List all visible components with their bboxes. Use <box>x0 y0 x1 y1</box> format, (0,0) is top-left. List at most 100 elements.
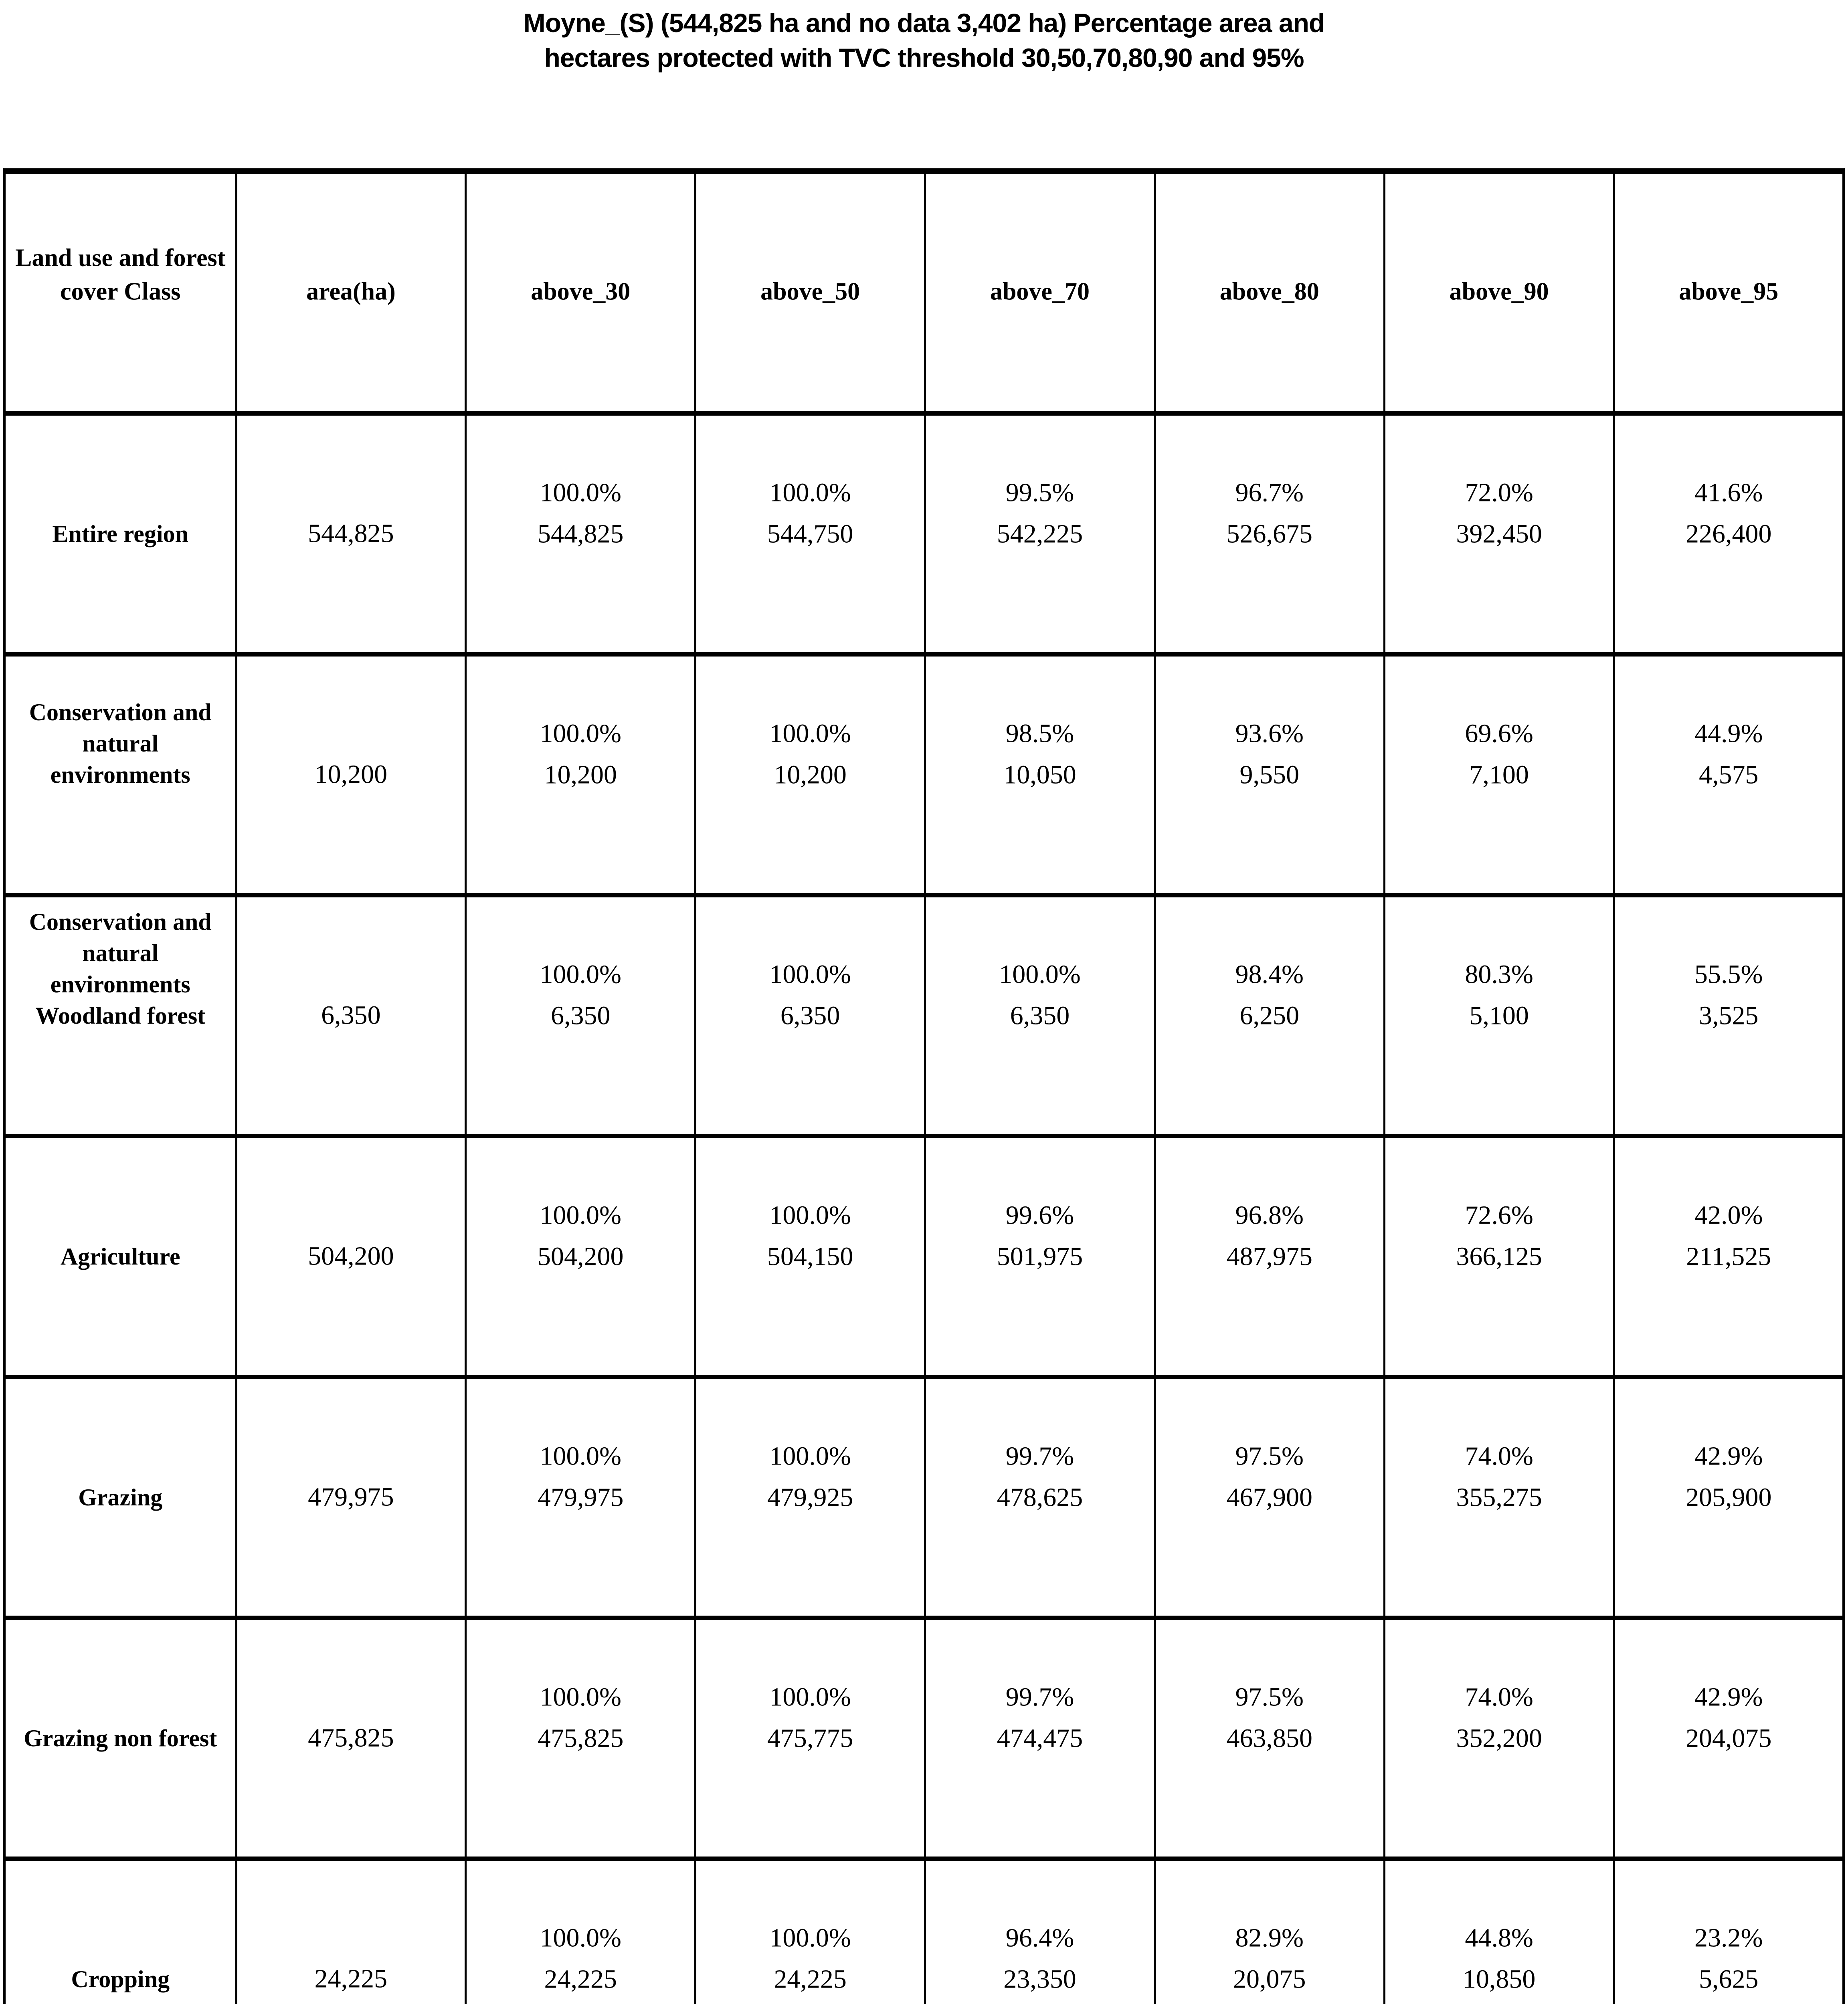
area-value: 24,225 <box>314 1964 388 1994</box>
hectares-value: 10,200 <box>544 760 617 790</box>
percent-value: 97.5% <box>1235 1682 1304 1712</box>
area-cell: 504,200 <box>235 1134 467 1379</box>
percent-value: 74.0% <box>1465 1441 1533 1471</box>
area-cell: 544,825 <box>235 411 467 657</box>
column-header-above-80: above_80 <box>1153 169 1385 416</box>
hectares-value: 463,850 <box>1226 1723 1313 1753</box>
percent-value: 55.5% <box>1694 960 1763 989</box>
area-value: 504,200 <box>308 1242 394 1271</box>
threshold-cell: 96.8% 487,975 <box>1153 1134 1385 1379</box>
percent-value: 96.7% <box>1235 478 1304 507</box>
hectares-value: 6,350 <box>780 1001 840 1030</box>
percent-value: 41.6% <box>1694 478 1763 507</box>
row-label: Conservation and natural environments Wo… <box>29 909 212 1029</box>
row-label: Grazing <box>78 1484 163 1511</box>
hectares-value: 5,100 <box>1469 1001 1529 1030</box>
percent-value: 44.8% <box>1465 1923 1533 1953</box>
hectares-value: 544,750 <box>767 519 853 549</box>
hectares-value: 526,675 <box>1226 519 1313 549</box>
threshold-cell: 99.6% 501,975 <box>924 1134 1156 1379</box>
hectares-value: 3,525 <box>1699 1001 1759 1030</box>
percent-value: 23.2% <box>1694 1923 1763 1953</box>
row-label: Agriculture <box>60 1243 180 1270</box>
row-label-cell: Grazing <box>3 1375 237 1620</box>
hectares-value: 479,975 <box>538 1483 624 1512</box>
column-header-label: above_90 <box>1449 278 1549 305</box>
column-header-above-95: above_95 <box>1613 169 1845 416</box>
hectares-value: 355,275 <box>1456 1483 1542 1512</box>
hectares-value: 6,350 <box>551 1001 611 1030</box>
percent-value: 96.8% <box>1235 1200 1304 1230</box>
threshold-cell: 97.5% 463,850 <box>1153 1616 1385 1861</box>
percent-value: 100.0% <box>540 1441 621 1471</box>
threshold-cell: 100.0% 479,975 <box>465 1375 697 1620</box>
row-label: Conservation and natural environments <box>29 699 212 788</box>
percent-value: 93.6% <box>1235 719 1304 748</box>
threshold-cell: 100.0% 504,200 <box>465 1134 697 1379</box>
hectares-value: 478,625 <box>997 1483 1083 1512</box>
hectares-value: 475,825 <box>538 1723 624 1753</box>
row-label-cell: Agriculture <box>3 1134 237 1379</box>
row-label-cell: Entire region <box>3 411 237 657</box>
threshold-cell: 41.6% 226,400 <box>1613 411 1845 657</box>
area-cell: 10,200 <box>235 652 467 897</box>
area-value: 479,975 <box>308 1483 394 1512</box>
hectares-value: 4,575 <box>1699 760 1759 790</box>
hectares-value: 226,400 <box>1686 519 1772 549</box>
column-header-above-90: above_90 <box>1383 169 1615 416</box>
threshold-cell: 100.0% 10,200 <box>465 652 697 897</box>
threshold-cell: 72.0% 392,450 <box>1383 411 1615 657</box>
percent-value: 100.0% <box>540 960 621 989</box>
threshold-cell: 100.0% 475,775 <box>694 1616 926 1861</box>
threshold-cell: 100.0% 6,350 <box>465 893 697 1138</box>
row-label: Entire region <box>52 521 188 547</box>
hectares-value: 467,900 <box>1226 1483 1313 1512</box>
percent-value: 82.9% <box>1235 1923 1304 1953</box>
threshold-cell: 100.0% 24,225 <box>694 1857 926 2004</box>
percent-value: 72.6% <box>1465 1200 1533 1230</box>
hectares-value: 479,925 <box>767 1483 853 1512</box>
threshold-cell: 23.2% 5,625 <box>1613 1857 1845 2004</box>
hectares-value: 6,350 <box>1010 1001 1070 1030</box>
percent-value: 100.0% <box>769 1682 851 1712</box>
hectares-value: 504,150 <box>767 1242 853 1271</box>
header-row: Land use and forest cover Class area(ha) a… <box>3 169 1845 416</box>
threshold-cell: 72.6% 366,125 <box>1383 1134 1615 1379</box>
area-cell: 24,225 <box>235 1857 467 2004</box>
hectares-value: 10,200 <box>774 760 847 790</box>
threshold-cell: 99.7% 478,625 <box>924 1375 1156 1620</box>
threshold-cell: 74.0% 355,275 <box>1383 1375 1615 1620</box>
hectares-value: 24,225 <box>544 1964 617 1994</box>
hectares-value: 366,125 <box>1456 1242 1542 1271</box>
percent-value: 97.5% <box>1235 1441 1304 1471</box>
threshold-cell: 100.0% 504,150 <box>694 1134 926 1379</box>
percent-value: 44.9% <box>1694 719 1763 748</box>
page-title-line1: Moyne_(S) (544,825 ha and no data 3,402 … <box>523 8 1325 38</box>
table-row: Grazing non forest 475,825 100.0% 475,825 10… <box>3 1616 1845 1861</box>
percent-value: 100.0% <box>540 1682 621 1712</box>
area-cell: 479,975 <box>235 1375 467 1620</box>
column-header-above-30: above_30 <box>465 169 697 416</box>
threshold-cell: 42.9% 204,075 <box>1613 1616 1845 1861</box>
column-header-area-ha-: area(ha) <box>235 169 467 416</box>
percent-value: 100.0% <box>769 1923 851 1953</box>
threshold-cell: 96.7% 526,675 <box>1153 411 1385 657</box>
percent-value: 100.0% <box>769 719 851 748</box>
column-header-land-use-and-forest-cover-class: Land use and forest cover Class <box>3 169 237 416</box>
threshold-cell: 100.0% 10,200 <box>694 652 926 897</box>
threshold-cell: 69.6% 7,100 <box>1383 652 1615 897</box>
hectares-value: 501,975 <box>997 1242 1083 1271</box>
threshold-cell: 98.4% 6,250 <box>1153 893 1385 1138</box>
table-row: Grazing 479,975 100.0% 479,975 100.0% 479,925… <box>3 1375 1845 1620</box>
percent-value: 99.5% <box>1005 478 1074 507</box>
area-value: 544,825 <box>308 519 394 549</box>
threshold-cell: 100.0% 24,225 <box>465 1857 697 2004</box>
hectares-value: 20,075 <box>1233 1964 1306 1994</box>
hectares-value: 352,200 <box>1456 1723 1542 1753</box>
percent-value: 100.0% <box>769 1200 851 1230</box>
threshold-cell: 74.0% 352,200 <box>1383 1616 1615 1861</box>
threshold-cell: 100.0% 479,925 <box>694 1375 926 1620</box>
hectares-value: 487,975 <box>1226 1242 1313 1271</box>
threshold-cell: 99.5% 542,225 <box>924 411 1156 657</box>
